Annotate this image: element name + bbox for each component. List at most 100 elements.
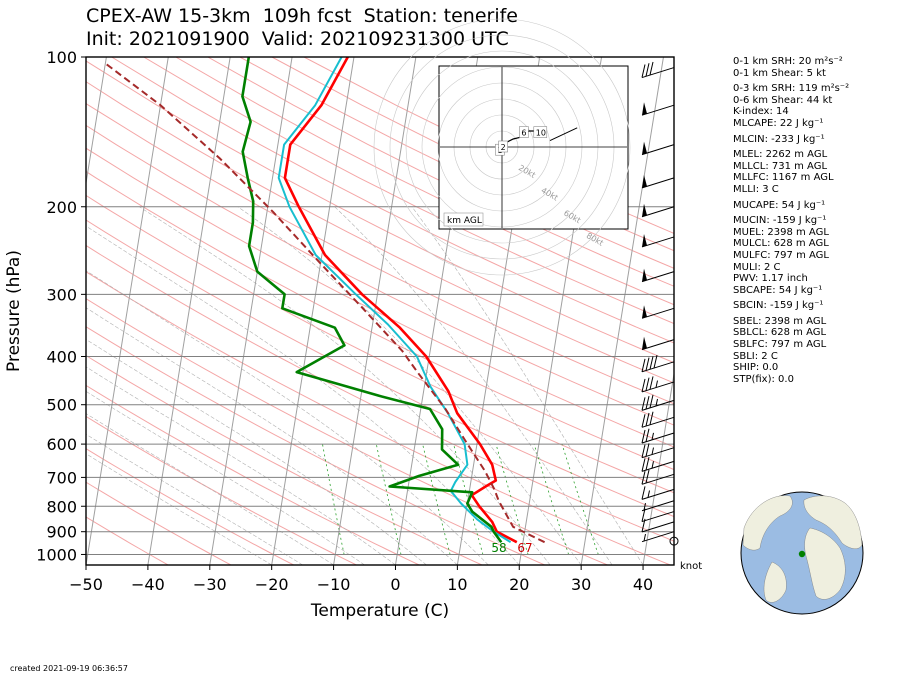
index-line: MUCAPE: 54 J kg⁻¹	[733, 199, 826, 211]
moist-adiabat	[86, 433, 303, 565]
moist-adiabat	[86, 307, 458, 565]
y-tick-label: 500	[46, 396, 77, 415]
storm-motion-vector	[549, 127, 578, 142]
y-tick-label: 800	[46, 497, 77, 516]
dry-adiabat	[86, 481, 232, 565]
plot-frame	[85, 56, 675, 566]
dry-adiabat	[86, 516, 169, 565]
hodograph: 20kt40kt60kt80kt12610 km AGL	[373, 18, 631, 276]
index-line: MLEL: 2262 m AGL	[733, 149, 828, 161]
x-tick-label: −50	[69, 575, 103, 594]
hodograph-marker-label: 6	[521, 129, 526, 138]
isotherm	[147, 57, 231, 565]
wind-barb	[641, 376, 675, 393]
wind-barb	[669, 536, 679, 546]
dry-adiabat	[86, 271, 671, 565]
wetbulb-line	[277, 57, 512, 544]
x-tick-label: 30	[571, 575, 591, 594]
y-axis: 100 200 300 400 500 600 700 800 900 1000	[36, 48, 86, 564]
dry-adiabat	[86, 298, 608, 565]
moist-adiabat	[86, 453, 272, 565]
dry-adiabat	[86, 147, 674, 448]
x-tick-label: −30	[193, 575, 227, 594]
moist-adiabat	[334, 206, 613, 565]
index-line: SBCAPE: 54 J kg⁻¹	[733, 284, 823, 296]
index-line: MUEL: 2398 m AGL	[733, 226, 829, 238]
mixing-ratio-line	[375, 444, 402, 555]
wind-barb	[641, 508, 675, 523]
moist-adiabat	[86, 225, 520, 565]
y-tick-label: 1000	[36, 545, 77, 564]
temperature-line	[283, 57, 518, 544]
dry-adiabat	[86, 60, 674, 364]
moist-adiabat	[86, 339, 427, 565]
moist-adiabat	[86, 270, 489, 565]
wind-barb	[641, 518, 675, 533]
hodograph-marker-label: 2	[501, 143, 506, 152]
wind-barb	[641, 268, 675, 283]
wind-barb	[641, 500, 675, 512]
dry-adiabat	[86, 219, 674, 518]
hodograph-ring-label: 80kt	[585, 231, 605, 248]
hodograph-marker-box	[533, 126, 548, 138]
index-line: SBLI: 2 C	[733, 350, 778, 362]
globe-inset	[740, 491, 864, 615]
x-tick-label: −40	[131, 575, 165, 594]
x-tick-label: 40	[633, 575, 653, 594]
mixing-ratio-line	[322, 444, 345, 555]
created-timestamp: created 2021-09-19 06:36:57	[10, 664, 128, 673]
x-tick-label: −20	[255, 575, 289, 594]
index-line: MULFC: 797 m AGL	[733, 249, 829, 261]
y-tick-label: 100	[46, 48, 77, 67]
surface-temperature-label: 67	[517, 541, 532, 555]
hodograph-marker-box	[498, 140, 508, 153]
dry-adiabat	[86, 194, 674, 494]
wind-barb	[641, 233, 675, 248]
index-line: 0-1 km Shear: 5 kt	[733, 67, 826, 79]
dry-adiabat	[86, 326, 545, 565]
isotherm	[271, 57, 355, 565]
wind-barb	[641, 469, 675, 485]
index-line: MLLI: 3 C	[733, 183, 779, 195]
index-line: SBEL: 2398 m AGL	[733, 315, 827, 327]
wind-barb	[641, 141, 675, 156]
wind-barb	[641, 394, 675, 411]
isotherm	[86, 57, 169, 565]
x-tick-label: 20	[509, 575, 529, 594]
dry-adiabat	[86, 354, 483, 565]
wind-barb	[641, 61, 675, 79]
index-line: MUCIN: -159 J kg⁻¹	[733, 215, 827, 227]
wind-barb	[641, 486, 675, 500]
index-line: STP(fix): 0.0	[733, 373, 794, 385]
y-tick-label: 700	[46, 468, 77, 487]
indices-panel: 0-1 km SRH: 20 m²s⁻² 0-1 km Shear: 5 kt 0-…	[733, 56, 903, 385]
moist-adiabat	[86, 390, 365, 565]
y-tick-label: 200	[46, 198, 77, 217]
wind-barb	[641, 531, 675, 543]
mixing-ratio-line	[422, 444, 451, 555]
y-tick-label: 600	[46, 435, 77, 454]
wind-barb	[641, 305, 675, 319]
x-tick-label: 10	[447, 575, 467, 594]
mixing-ratio-line	[453, 444, 484, 555]
index-line: K-index: 14	[733, 106, 789, 118]
wind-barb	[641, 336, 675, 351]
index-line: MLCAPE: 22 J kg⁻¹	[733, 117, 824, 129]
x-axis: −50 −40 −30 −20 −10 0 10 20 30 40	[69, 565, 653, 594]
index-line: MLLFC: 1167 m AGL	[733, 172, 834, 184]
wind-barb	[641, 203, 675, 218]
chart-subtitle: Init: 2021091900 Valid: 202109231300 UTC	[86, 28, 509, 50]
dry-adiabat	[86, 81, 674, 384]
index-line: 0-1 km SRH: 20 m²s⁻²	[733, 56, 843, 67]
index-line: MLLCL: 731 m AGL	[733, 160, 828, 172]
dewpoint-line	[241, 57, 503, 543]
dry-adiabat	[86, 415, 357, 565]
index-line: SBLCL: 628 m AGL	[733, 327, 827, 339]
wind-barb	[641, 411, 675, 428]
isotherm	[642, 370, 674, 565]
index-line: 0-3 km SRH: 119 m²s⁻²	[733, 83, 850, 95]
wind-unit-label: knot	[680, 561, 702, 572]
isotherm	[86, 57, 107, 187]
hodograph-ring	[373, 18, 631, 276]
index-line: SHIP: 0.0	[733, 362, 779, 374]
